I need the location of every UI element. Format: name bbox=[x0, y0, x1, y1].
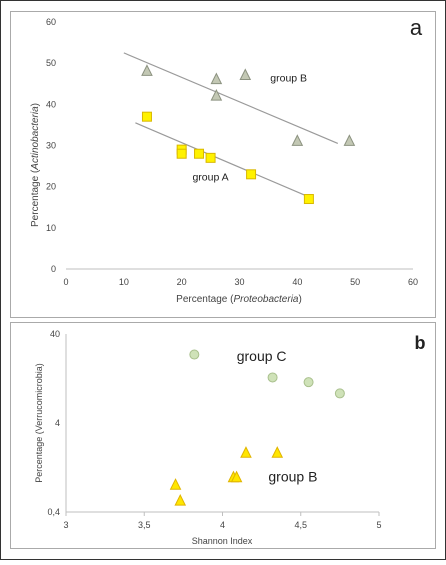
panel-a-x-tick-label: 50 bbox=[350, 277, 360, 287]
panel-a-annotation: group A bbox=[192, 171, 228, 183]
panel-a-x-tick-label: 0 bbox=[63, 277, 68, 287]
panel-a-x-tick-label: 20 bbox=[177, 277, 187, 287]
panel-b-annotation: group C bbox=[237, 348, 287, 364]
panel-b-point bbox=[174, 494, 187, 506]
panel-b-point bbox=[303, 377, 314, 388]
panel-a: a 0 10 20 30 40 50 60 0 10 20 30 40 50 60 group A grou… bbox=[10, 11, 436, 318]
panel-b-y-tick-label: 40 bbox=[50, 329, 60, 339]
panel-b-x-tick-label: 4,5 bbox=[294, 520, 307, 530]
panel-a-y-tick-label: 0 bbox=[51, 264, 56, 274]
panel-a-point bbox=[176, 148, 187, 159]
panel-a-x-axis-label: Percentage (Proteobacteria) bbox=[176, 294, 302, 305]
panel-a-point bbox=[343, 134, 356, 146]
panel-b-x-axis-label: Shannon Index bbox=[192, 536, 253, 546]
panel-a-border bbox=[10, 11, 436, 318]
panel-a-y-tick-label: 40 bbox=[46, 99, 56, 109]
panel-a-y-axis-label: Percentage (Actinobacteria) bbox=[30, 103, 41, 227]
panel-b-point bbox=[169, 478, 182, 490]
panel-b-y-tick-label: 0,4 bbox=[47, 507, 60, 517]
panel-b: b 3 3,5 4 4,5 5 0,4 4 40 group C group B Shannon… bbox=[10, 322, 436, 549]
panel-b-border bbox=[10, 322, 436, 549]
panel-a-y-tick-label: 50 bbox=[46, 58, 56, 68]
panel-a-trendline bbox=[135, 122, 310, 198]
panel-a-y-tick-label: 60 bbox=[46, 17, 56, 27]
panel-a-point bbox=[141, 64, 153, 76]
panel-b-point bbox=[230, 470, 243, 483]
panel-b-annotation: group B bbox=[268, 469, 317, 485]
panel-b-point bbox=[240, 446, 252, 458]
panel-b-point bbox=[334, 388, 345, 399]
panel-b-point bbox=[271, 446, 284, 458]
panel-a-point bbox=[210, 88, 223, 101]
panel-b-y-tick-label: 4 bbox=[55, 418, 60, 428]
panel-a-x-tick-label: 10 bbox=[119, 277, 129, 287]
panel-b-x-tick-label: 4 bbox=[220, 520, 225, 530]
panel-a-x-tick-label: 40 bbox=[292, 277, 302, 287]
panel-b-label: b bbox=[415, 333, 426, 353]
panel-b-point bbox=[189, 349, 200, 360]
panel-b-x-tick-label: 3,5 bbox=[138, 520, 151, 530]
panel-a-x-tick-label: 30 bbox=[234, 277, 244, 287]
panel-a-annotation: group B bbox=[270, 73, 307, 85]
panel-a-point bbox=[291, 134, 304, 146]
panel-b-point bbox=[267, 372, 278, 383]
panel-a-y-tick-label: 30 bbox=[46, 141, 56, 151]
panel-a-x-tick-label: 60 bbox=[408, 277, 418, 287]
panel-b-x-tick-label: 5 bbox=[376, 520, 381, 530]
panel-a-point bbox=[141, 111, 152, 122]
panel-a-trendline bbox=[123, 52, 339, 144]
panel-a-point bbox=[246, 169, 257, 180]
panel-a-point bbox=[239, 68, 252, 81]
panel-a-point bbox=[205, 152, 216, 163]
panel-a-label: a bbox=[410, 15, 423, 40]
panel-b-y-axis-label: Percentage (Verrucomicrobia) bbox=[34, 363, 44, 483]
panel-a-point bbox=[210, 72, 223, 85]
panel-b-x-tick-label: 3 bbox=[63, 520, 68, 530]
panel-a-point bbox=[303, 194, 314, 205]
panel-a-y-tick-label: 10 bbox=[46, 223, 56, 233]
panel-a-y-tick-label: 20 bbox=[46, 182, 56, 192]
panel-a-point bbox=[194, 148, 205, 159]
